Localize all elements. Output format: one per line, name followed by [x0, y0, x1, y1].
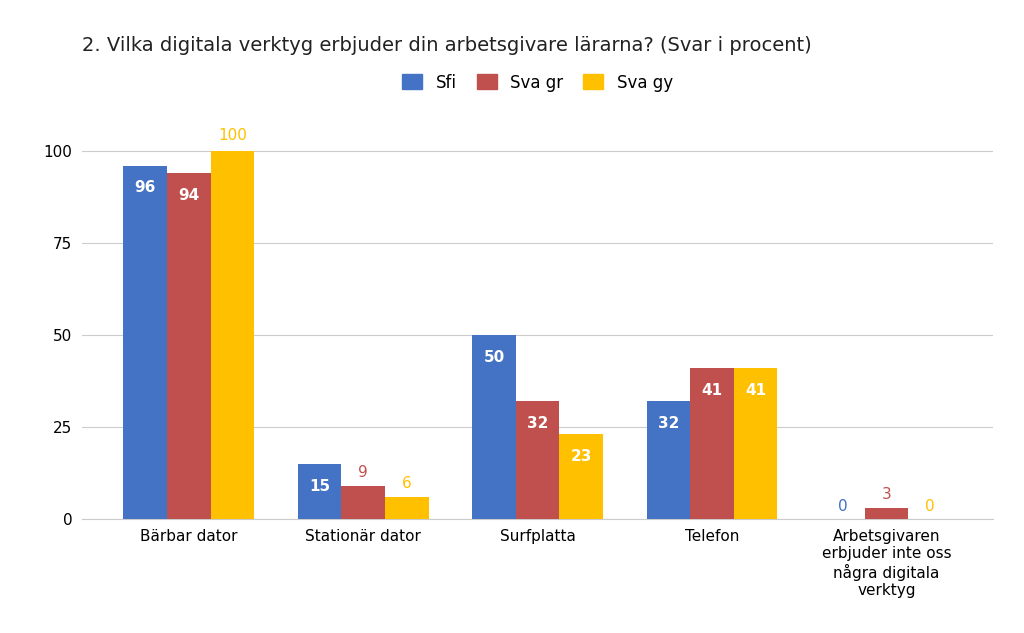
Text: 15: 15 [309, 479, 330, 494]
Text: 0: 0 [838, 499, 848, 513]
Bar [167, 173, 211, 519]
Text: 41: 41 [745, 383, 766, 398]
Bar [690, 368, 734, 519]
Text: 41: 41 [701, 383, 723, 398]
Text: 32: 32 [657, 416, 679, 431]
Bar [211, 151, 254, 519]
Text: 3: 3 [882, 487, 891, 503]
Text: 96: 96 [134, 180, 156, 195]
Bar [516, 401, 559, 519]
Text: 50: 50 [483, 349, 505, 365]
Bar [559, 434, 603, 519]
Bar [864, 508, 908, 519]
Text: 6: 6 [401, 477, 412, 491]
Bar [734, 368, 777, 519]
Bar [646, 401, 690, 519]
Text: 2. Vilka digitala verktyg erbjuder din arbetsgivare lärarna? (Svar i procent): 2. Vilka digitala verktyg erbjuder din a… [82, 37, 812, 56]
Bar [298, 464, 341, 519]
Bar [341, 486, 385, 519]
Text: 23: 23 [570, 449, 592, 464]
Text: 94: 94 [178, 187, 200, 203]
Legend: Sfi, Sva gr, Sva gy: Sfi, Sva gr, Sva gy [402, 73, 673, 92]
Text: 32: 32 [527, 416, 548, 431]
Bar [472, 335, 516, 519]
Text: 0: 0 [926, 499, 935, 513]
Text: 100: 100 [218, 128, 247, 144]
Bar [385, 497, 429, 519]
Bar [123, 165, 167, 519]
Text: 9: 9 [358, 465, 368, 480]
